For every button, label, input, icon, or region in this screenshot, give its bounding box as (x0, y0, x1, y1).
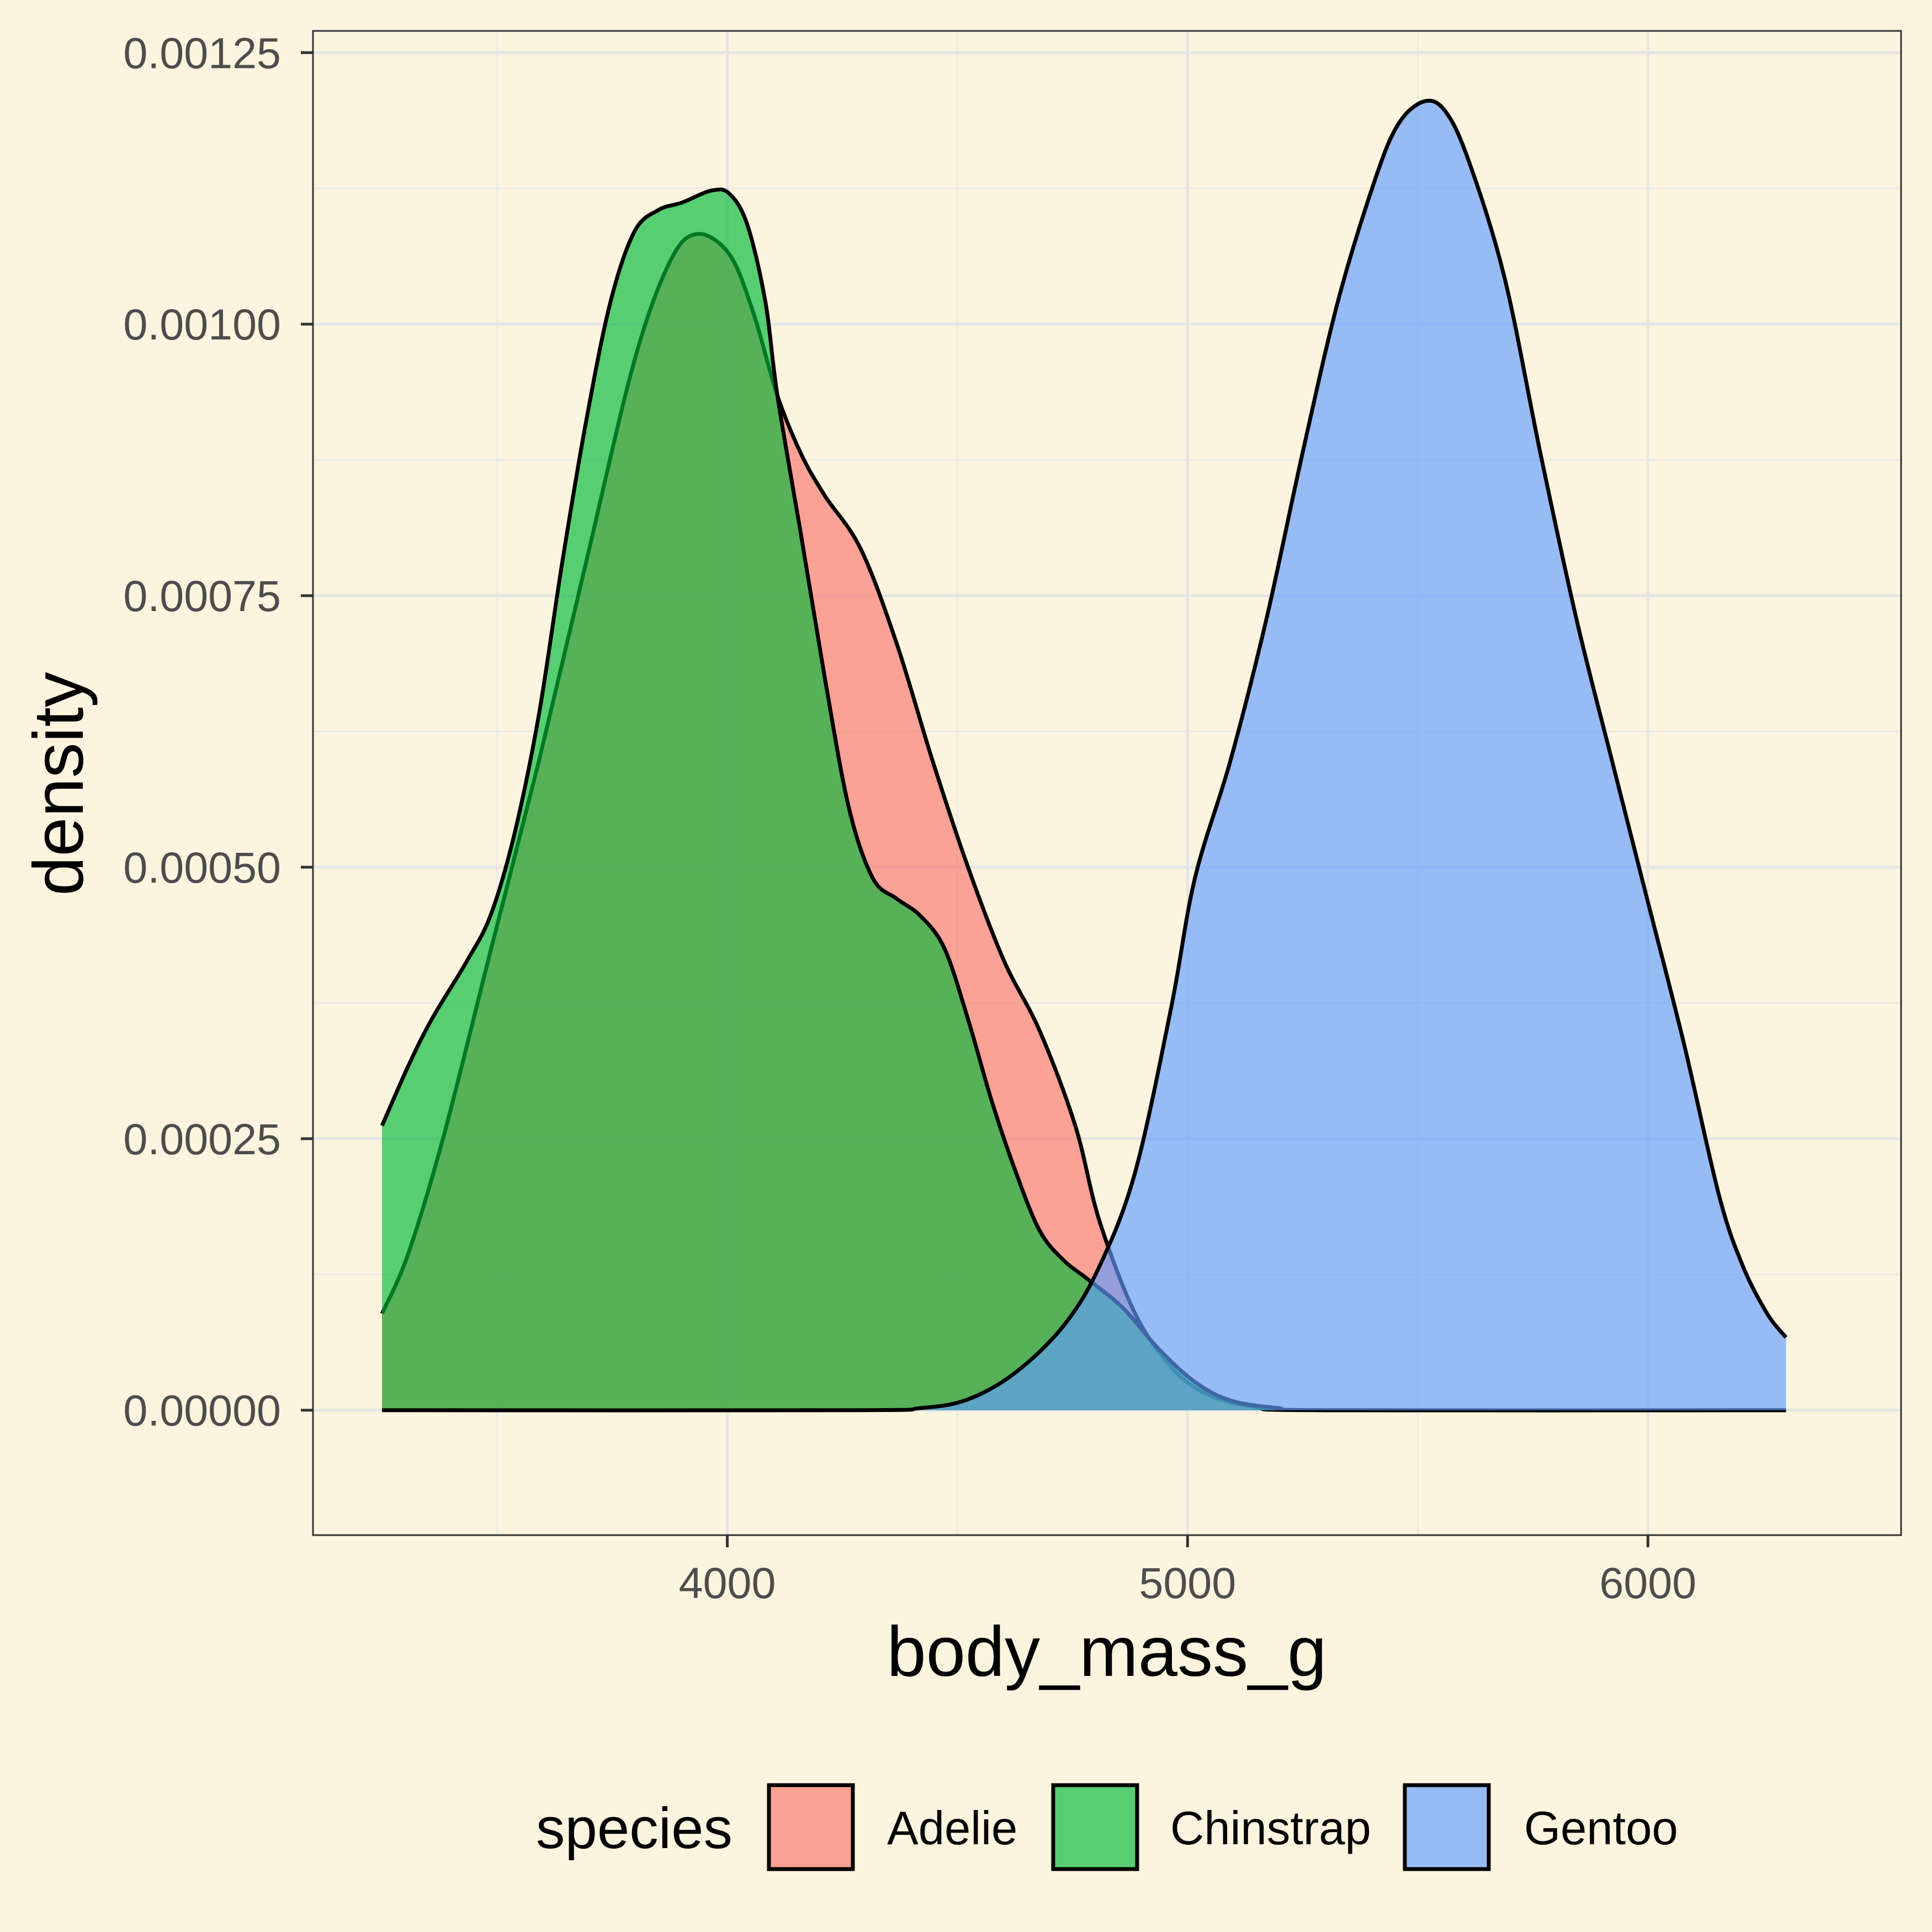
legend-title: species (536, 1796, 733, 1861)
density-area-chinstrap (382, 189, 1786, 1411)
legend-label-gentoo: Gentoo (1524, 1802, 1678, 1855)
y-tick-label: 0.00125 (123, 28, 281, 77)
x-tick-label: 5000 (1139, 1558, 1236, 1607)
legend-key-gentoo (1403, 1783, 1491, 1871)
density-line-gentoo (382, 98, 1788, 1413)
density-areas (380, 98, 1788, 1413)
y-axis: 0.00000 0.00025 0.00050 0.00075 0.00100 0.001… (123, 28, 313, 1435)
legend-key-adelie (767, 1783, 855, 1871)
legend: species Adelie Chinstrap Gentoo (536, 1783, 1678, 1871)
x-tick-label: 6000 (1599, 1558, 1696, 1607)
y-tick-label: 0.00025 (123, 1114, 281, 1164)
legend-label-adelie: Adelie (887, 1802, 1017, 1855)
legend-label-chinstrap: Chinstrap (1170, 1802, 1371, 1855)
density-area-gentoo (382, 100, 1786, 1411)
y-tick-label: 0.00100 (123, 300, 281, 349)
y-tick-label: 0.00075 (123, 571, 281, 620)
y-axis-title: density (19, 672, 98, 896)
y-tick-label: 0.00000 (123, 1386, 281, 1435)
panel-border (312, 30, 1902, 1536)
x-axis-title: body_mass_g (887, 1612, 1327, 1691)
legend-key-chinstrap (1051, 1783, 1139, 1871)
x-tick-label: 4000 (679, 1558, 776, 1607)
x-axis: 4000 5000 6000 (679, 1535, 1696, 1607)
y-tick-label: 0.00050 (123, 843, 281, 892)
